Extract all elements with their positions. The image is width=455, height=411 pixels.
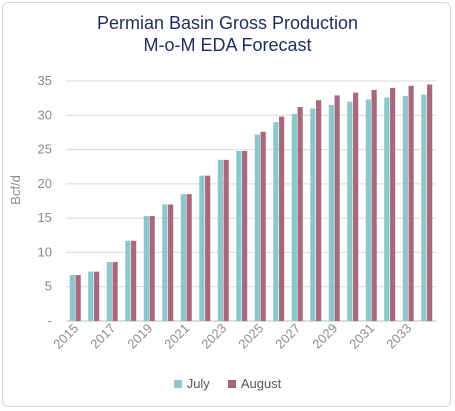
bar-july-2032: [384, 97, 390, 321]
bar-july-2031: [365, 99, 371, 321]
bar-july-2022: [199, 175, 205, 321]
bar-august-2033: [408, 85, 414, 321]
bar-july-2033: [402, 96, 408, 321]
x-tick-label: 2019: [124, 321, 155, 352]
bar-july-2016: [88, 271, 94, 321]
bar-july-2020: [162, 204, 168, 321]
legend-item-july: July: [173, 376, 210, 391]
y-tick-label: 20: [38, 176, 52, 191]
bars: [69, 84, 433, 322]
bar-july-2017: [106, 262, 112, 321]
bar-august-2021: [186, 194, 192, 321]
x-tick-label: 2015: [50, 321, 81, 352]
bar-july-2026: [273, 122, 279, 322]
bar-july-2034: [421, 94, 427, 321]
bar-july-2028: [310, 108, 316, 321]
legend-swatch-july: [173, 379, 182, 388]
bar-july-2019: [143, 216, 149, 321]
y-tick-label: 35: [38, 73, 52, 88]
bar-august-2020: [168, 204, 174, 321]
x-tick-label: 2031: [346, 321, 377, 352]
x-tick-label: 2021: [161, 321, 192, 352]
bar-july-2030: [347, 101, 353, 321]
bar-august-2030: [353, 92, 359, 322]
bar-august-2028: [316, 100, 322, 321]
y-axis-label: Bcf/d: [8, 175, 23, 205]
bar-august-2024: [242, 150, 248, 321]
chart-frame: [2, 2, 451, 407]
legend-swatch-august: [227, 379, 236, 388]
bar-august-2031: [371, 89, 377, 322]
bar-august-2015: [75, 275, 81, 321]
x-tick-label: 2023: [198, 321, 229, 352]
x-tick-label: 2017: [87, 321, 118, 352]
legend-item-august: August: [227, 376, 282, 391]
bar-july-2018: [125, 240, 131, 321]
x-tick-label: 2025: [235, 321, 266, 352]
x-tick-label: 2029: [309, 321, 340, 352]
gridlines: [66, 80, 436, 322]
bar-august-2034: [427, 84, 433, 321]
x-axis-ticks: 2015 2017 2019 2021 2023 2025 2027 2029 2031 2033: [50, 321, 414, 352]
bar-august-2016: [94, 271, 100, 321]
y-tick-label: 5: [45, 279, 52, 294]
y-tick-label: 25: [38, 142, 52, 157]
y-tick-label: 15: [38, 210, 52, 225]
y-tick-label: 30: [38, 107, 52, 122]
bar-august-2019: [149, 216, 155, 321]
legend-label-august: August: [240, 376, 282, 391]
legend: July August: [0, 376, 455, 391]
bar-july-2023: [217, 159, 223, 321]
bar-july-2029: [328, 105, 334, 321]
chart-title: Permian Basin Gross Production: [96, 13, 359, 33]
y-tick-label: 10: [38, 244, 52, 259]
bar-july-2021: [180, 194, 186, 321]
bar-july-2025: [254, 134, 260, 321]
bar-july-2015: [69, 275, 75, 321]
bar-august-2017: [112, 262, 118, 321]
legend-label-july: July: [186, 376, 210, 391]
bar-august-2025: [260, 131, 266, 321]
x-tick-label: 2033: [383, 321, 414, 352]
bar-august-2018: [131, 240, 137, 321]
y-axis-ticks: - 5 10 15 20 25 30 35: [38, 73, 52, 328]
bar-august-2023: [223, 159, 229, 321]
bar-august-2022: [205, 175, 211, 321]
bar-july-2024: [236, 150, 242, 321]
bar-august-2029: [334, 95, 340, 322]
chart-subtitle: M-o-M EDA Forecast: [143, 35, 312, 55]
bar-august-2026: [279, 116, 285, 322]
x-tick-label: 2027: [272, 321, 303, 352]
bar-august-2027: [297, 107, 303, 321]
bar-august-2032: [390, 87, 396, 321]
bar-july-2027: [291, 113, 297, 322]
y-tick-label: -: [48, 313, 52, 328]
